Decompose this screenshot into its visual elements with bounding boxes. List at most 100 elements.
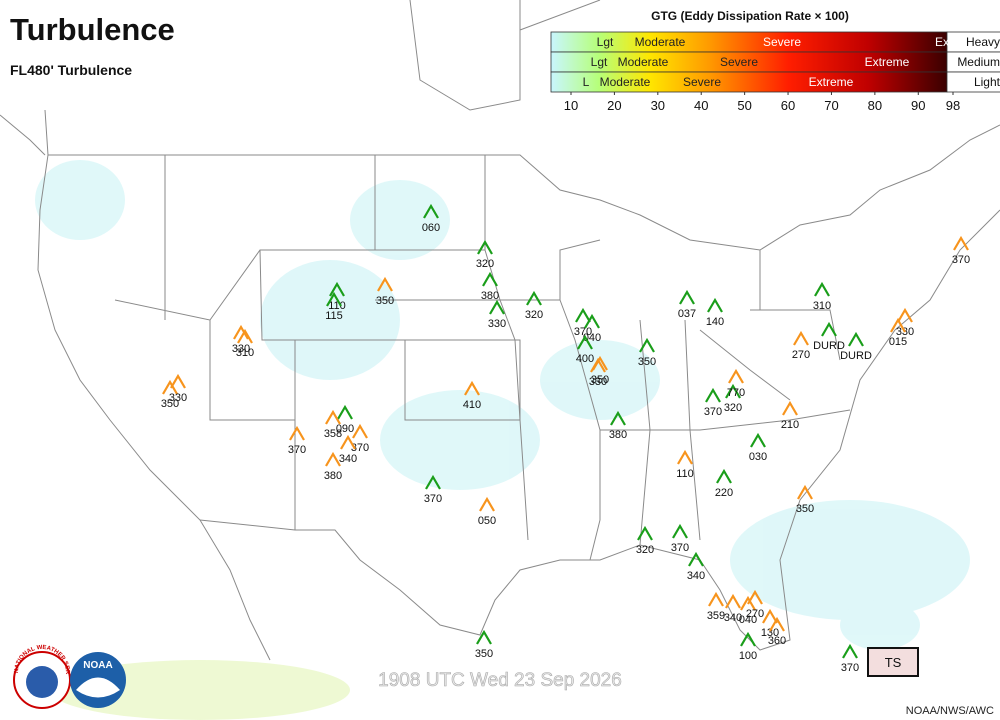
timestamp: 1908 UTC Wed 23 Sep 2026	[378, 670, 622, 691]
pirep-icon	[672, 523, 688, 539]
legend-row-label: Ex	[935, 35, 949, 49]
legend-row-label: Lgt	[597, 35, 614, 49]
pirep-label: 090	[336, 423, 354, 435]
pirep-icon	[708, 591, 724, 607]
legend-tick-label: 98	[946, 98, 960, 113]
pirep-icon	[821, 321, 837, 337]
pirep-label: 360	[768, 635, 786, 647]
pirep-icon	[337, 404, 353, 420]
pirep-label: 350	[591, 374, 609, 386]
pirep-icon	[575, 307, 591, 323]
pirep-icon	[750, 432, 766, 448]
pirep-label: 050	[478, 515, 496, 527]
legend-row-label: Moderate	[635, 35, 686, 49]
pirep-icon	[814, 281, 830, 297]
pirep-label: 140	[706, 316, 724, 328]
legend-tick-label: 40	[694, 98, 708, 113]
pirep-icon	[377, 276, 393, 292]
legend-row-label: Severe	[720, 55, 758, 69]
pirep-label: 350	[475, 648, 493, 660]
pirep-label: 320	[476, 258, 494, 270]
pirep-icon	[953, 235, 969, 251]
ts-button-label[interactable]: TS	[885, 655, 902, 670]
pirep-icon	[577, 334, 593, 350]
legend-tick-label: 60	[781, 98, 795, 113]
legend-level: Medium	[957, 55, 1000, 69]
pirep-icon	[584, 313, 600, 329]
pirep-icon	[237, 328, 253, 344]
pirep-icon	[489, 299, 505, 315]
pirep-icon	[329, 281, 345, 297]
pirep-label: 350	[796, 503, 814, 515]
ts-button[interactable]: TS	[867, 647, 919, 677]
pirep-icon	[326, 291, 342, 307]
pirep-icon	[325, 451, 341, 467]
nws-logo-path: NATIONAL WEATHER SERVICE	[0, 0, 70, 675]
pirep-label: 340	[339, 453, 357, 465]
pirep-label: 350	[161, 398, 179, 410]
pirep-label: 410	[463, 399, 481, 411]
legend-tick-label: 70	[824, 98, 838, 113]
pirep-icon	[897, 307, 913, 323]
pirep-label: 370	[952, 254, 970, 266]
pirep-icon	[464, 380, 480, 396]
pirep-label: 210	[781, 419, 799, 431]
pirep-label: 030	[749, 451, 767, 463]
legend-title: GTG (Eddy Dissipation Rate × 100)	[651, 9, 849, 23]
pirep-icon	[705, 387, 721, 403]
noaa-logo: NOAA	[70, 652, 126, 708]
pirep-icon	[482, 271, 498, 287]
pirep-label: 320	[525, 309, 543, 321]
noaa-logo-text: NOAA	[83, 660, 112, 671]
pirep-label: 340	[687, 570, 705, 582]
pirep-icon	[797, 484, 813, 500]
pirep-label: 350	[376, 295, 394, 307]
nws-logo-text: NATIONAL WEATHER SERVICE	[0, 0, 70, 675]
legend-tick-label: 30	[651, 98, 665, 113]
legend-tick-label: 50	[737, 98, 751, 113]
pirep-icon	[352, 423, 368, 439]
pirep-icon	[639, 337, 655, 353]
pirep-icon	[716, 468, 732, 484]
pirep-icon	[793, 330, 809, 346]
pirep-icon	[610, 410, 626, 426]
pirep-label: 100	[739, 650, 757, 662]
legend-level: Light	[974, 75, 1000, 89]
legend-row-label: Extreme	[809, 75, 854, 89]
pirep-label: 330	[488, 318, 506, 330]
weather-shading	[35, 160, 970, 720]
pirep-icon	[425, 474, 441, 490]
pirep-icon	[782, 400, 798, 416]
legend-level: Heavy	[966, 35, 1000, 49]
pirep-icon	[842, 643, 858, 659]
ts-button-box[interactable]	[867, 647, 919, 677]
pirep-label: 370	[671, 542, 689, 554]
pirep-label: 130	[761, 627, 779, 639]
pirep-label: 340	[724, 612, 742, 624]
pirep-label: 359	[707, 610, 725, 622]
pirep-icon	[162, 379, 178, 395]
pirep-label: 330	[232, 343, 250, 355]
pirep-label: 330	[169, 392, 187, 404]
pirep-label: 380	[324, 470, 342, 482]
legend: GTG (Eddy Dissipation Rate × 100) Lgt Mod…	[550, 9, 1000, 113]
legend-tick-label: 90	[911, 98, 925, 113]
pirep-icon	[325, 409, 341, 425]
pirep-icon	[526, 290, 542, 306]
pirep-label: 380	[609, 429, 627, 441]
pirep-label: 037	[678, 308, 696, 320]
pirep-icon	[479, 496, 495, 512]
credit: NOAA/NWS/AWC	[906, 705, 994, 717]
pirep-icon	[725, 383, 741, 399]
pirep-label: 330	[589, 376, 607, 388]
legend-row-label: Lgt	[591, 55, 608, 69]
pirep-icon	[762, 608, 778, 624]
pirep-icon	[679, 289, 695, 305]
pirep-label: 270	[792, 349, 810, 361]
pirep-icon	[477, 239, 493, 255]
legend-row-label: Severe	[683, 75, 721, 89]
nws-logo: NATIONAL WEATHER SERVICE	[0, 0, 71, 709]
pirep-icon	[340, 434, 356, 450]
pirep-label: 370	[704, 406, 722, 418]
